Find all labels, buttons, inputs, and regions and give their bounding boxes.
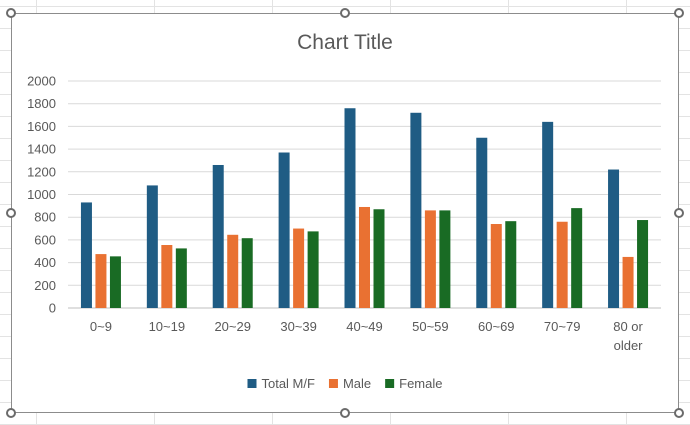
bar[interactable] — [542, 121, 554, 308]
bar[interactable] — [505, 221, 517, 308]
bar[interactable] — [227, 234, 239, 308]
x-tick-label: 60~69 — [478, 319, 515, 334]
x-axis-tick-labels: 0~9 10~19 20~29 30~39 40~49 50~59 60~69 70~79 80… — [90, 319, 644, 353]
y-tick-label: 1400 — [27, 142, 56, 157]
bar[interactable] — [439, 210, 451, 308]
bar[interactable] — [80, 202, 92, 308]
legend-swatch — [247, 379, 257, 388]
bars — [80, 108, 649, 309]
bar[interactable] — [490, 224, 502, 308]
y-tick-label: 600 — [34, 232, 56, 247]
bar[interactable] — [293, 228, 305, 308]
legend-label: Male — [343, 376, 371, 391]
resize-handle-top-left[interactable] — [6, 8, 16, 18]
legend[interactable]: Total M/F Male Female — [247, 376, 443, 391]
bar[interactable] — [424, 210, 436, 308]
y-tick-label: 0 — [49, 301, 56, 316]
y-tick-label: 1200 — [27, 164, 56, 179]
legend-swatch — [328, 379, 338, 388]
bar[interactable] — [476, 137, 488, 308]
resize-handle-left[interactable] — [6, 208, 16, 218]
bar[interactable] — [556, 221, 568, 308]
bar[interactable] — [161, 245, 173, 308]
y-tick-label: 1000 — [27, 187, 56, 202]
bar[interactable] — [109, 256, 121, 308]
bar[interactable] — [146, 185, 158, 308]
chart-title[interactable]: Chart Title — [297, 31, 393, 54]
bar[interactable] — [212, 164, 224, 308]
resize-handle-right[interactable] — [674, 208, 684, 218]
x-tick-label: 70~79 — [544, 319, 581, 334]
x-tick-label: 80 or — [613, 319, 643, 334]
bar[interactable] — [241, 238, 253, 308]
y-tick-label: 2000 — [27, 74, 56, 89]
legend-label: Female — [399, 376, 442, 391]
y-tick-label: 200 — [34, 278, 56, 293]
x-tick-label: 30~39 — [280, 319, 317, 334]
resize-handle-top[interactable] — [340, 8, 350, 18]
resize-handle-top-right[interactable] — [674, 8, 684, 18]
resize-handle-bottom-right[interactable] — [674, 408, 684, 418]
bar[interactable] — [95, 254, 107, 308]
y-axis-tick-labels: 0 200 400 600 800 1000 1200 1400 1600 1800 2000 — [27, 74, 56, 316]
bar[interactable] — [410, 112, 422, 308]
y-tick-label: 1600 — [27, 119, 56, 134]
x-tick-label: 10~19 — [149, 319, 186, 334]
legend-label: Total M/F — [261, 376, 315, 391]
bar[interactable] — [622, 256, 634, 308]
x-tick-label: 20~29 — [214, 319, 251, 334]
bar[interactable] — [608, 169, 620, 308]
bar[interactable] — [359, 206, 370, 308]
bar[interactable] — [637, 220, 649, 308]
y-tick-label: 1800 — [27, 96, 56, 111]
x-tick-label: 40~49 — [346, 319, 383, 334]
bar[interactable] — [373, 209, 385, 308]
x-tick-label: 50~59 — [412, 319, 449, 334]
bar[interactable] — [175, 248, 187, 308]
resize-handle-bottom[interactable] — [340, 408, 350, 418]
x-tick-label: older — [614, 338, 644, 353]
bar[interactable] — [278, 152, 290, 308]
bar[interactable] — [571, 208, 583, 308]
x-tick-label: 0~9 — [90, 319, 112, 334]
bar[interactable] — [344, 108, 356, 309]
y-tick-label: 800 — [34, 210, 56, 225]
y-tick-label: 400 — [34, 255, 56, 270]
bar[interactable] — [307, 231, 319, 308]
resize-handle-bottom-left[interactable] — [6, 408, 16, 418]
legend-swatch — [385, 379, 395, 388]
